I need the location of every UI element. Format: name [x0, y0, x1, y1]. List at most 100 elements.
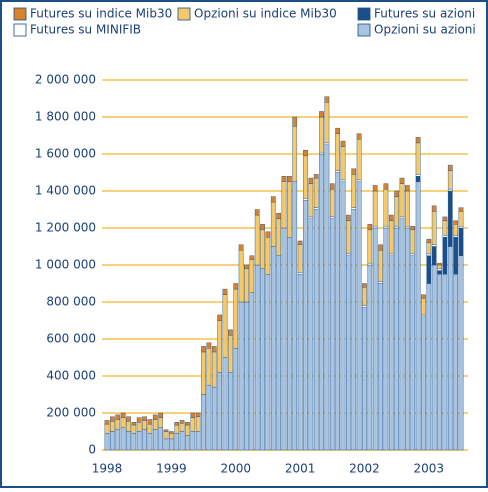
bar-segment: [329, 188, 335, 218]
bar-segment: [453, 220, 458, 225]
bar-segment: [233, 288, 239, 349]
bar-segment: [158, 417, 163, 429]
bar-segment: [254, 214, 260, 266]
bar-segment: [431, 211, 437, 245]
bar-segment: [383, 227, 389, 451]
bar-segment: [152, 419, 158, 430]
bar-segment: [394, 190, 399, 197]
bar-segment: [222, 288, 228, 295]
bar-segment: [115, 414, 121, 420]
bar-segment: [383, 183, 389, 190]
bar-segment: [297, 274, 303, 451]
bar-segment: [292, 116, 298, 127]
bar-segment: [195, 412, 201, 417]
bar-segment: [244, 301, 249, 451]
bar-segment: [308, 218, 314, 451]
bar-segment: [179, 420, 185, 424]
bar-segment: [442, 216, 448, 221]
bar-segment: [126, 431, 131, 451]
bar-segment: [421, 314, 426, 318]
bar-segment: [276, 255, 281, 451]
bar-segment: [217, 314, 222, 321]
bar-segment: [206, 385, 212, 451]
bar-segment: [458, 225, 464, 229]
bar-segment: [313, 209, 319, 451]
bar-segment: [346, 214, 351, 221]
bar-segment: [405, 190, 410, 227]
x-tick-label: 1998: [92, 462, 123, 476]
bar-segment: [228, 329, 233, 336]
bar-segment: [254, 264, 260, 451]
bar-segment: [136, 417, 142, 423]
bar-segment: [313, 174, 319, 179]
bar-segment: [110, 421, 115, 432]
y-tick-label: 800 000: [46, 295, 96, 309]
bar-segment: [431, 244, 437, 247]
bar-segment: [410, 229, 416, 255]
bar-segment: [308, 216, 314, 219]
bar-segment: [190, 412, 196, 418]
bar-segment: [169, 431, 174, 434]
bar-segment: [453, 237, 458, 275]
bar-segment: [297, 272, 303, 275]
x-tick-label: 2001: [285, 462, 316, 476]
bar-segment: [319, 116, 324, 153]
bar-segment: [185, 435, 190, 451]
bar-segment: [399, 177, 405, 184]
bar-segment: [421, 316, 426, 451]
bar-segment: [340, 140, 346, 147]
bar-segment: [238, 249, 244, 303]
bar-segment: [346, 253, 351, 256]
legend-swatch: [177, 7, 191, 21]
bar-segment: [324, 101, 330, 144]
bar-segment: [297, 240, 303, 245]
bar-segment: [351, 168, 357, 175]
bar-segment: [142, 416, 147, 421]
bar-segment: [222, 357, 228, 451]
bar-segment: [233, 283, 239, 290]
bar-segment: [104, 423, 110, 434]
bar-segment: [287, 175, 292, 182]
bar-segment: [356, 138, 362, 181]
bar-segment: [458, 227, 464, 256]
legend-label: Futures su MINIFIB: [30, 23, 141, 37]
bar-segment: [270, 196, 276, 203]
bar-segment: [410, 225, 416, 231]
bar-segment: [356, 181, 362, 451]
bar-segment: [319, 111, 324, 118]
bar-segment: [303, 198, 308, 201]
bar-segment: [324, 142, 330, 145]
bar-segment: [260, 268, 265, 451]
legend-label: Opzioni su azioni: [374, 23, 476, 37]
bar-segment: [426, 238, 432, 244]
bar-segment: [378, 281, 383, 284]
bar-segment: [405, 185, 410, 192]
bar-segment: [163, 438, 169, 451]
bar-segment: [308, 177, 314, 184]
bar-segment: [228, 335, 233, 373]
bar-segment: [351, 174, 357, 208]
bar-segment: [362, 283, 367, 288]
bar-segment: [238, 301, 244, 451]
bar-segment: [442, 235, 448, 238]
x-tick-label: 1999: [156, 462, 187, 476]
bar-segment: [195, 431, 201, 451]
bar-segment: [276, 218, 281, 256]
bar-segment: [158, 412, 163, 418]
bar-segment: [244, 268, 249, 303]
bar-segment: [426, 242, 432, 255]
bar-segment: [415, 175, 421, 182]
bar-segment: [297, 244, 303, 273]
bar-segment: [458, 207, 464, 212]
bar-segment: [292, 126, 298, 182]
bar-segment: [399, 218, 405, 451]
bar-segment: [415, 181, 421, 451]
bar-segment: [437, 268, 442, 271]
bar-segment: [206, 348, 212, 386]
y-tick-label: 0: [88, 443, 96, 457]
bar-segment: [233, 348, 239, 451]
y-tick-label: 600 000: [46, 332, 96, 346]
bar-segment: [431, 205, 437, 212]
bar-segment: [399, 216, 405, 219]
bar-segment: [201, 351, 206, 395]
